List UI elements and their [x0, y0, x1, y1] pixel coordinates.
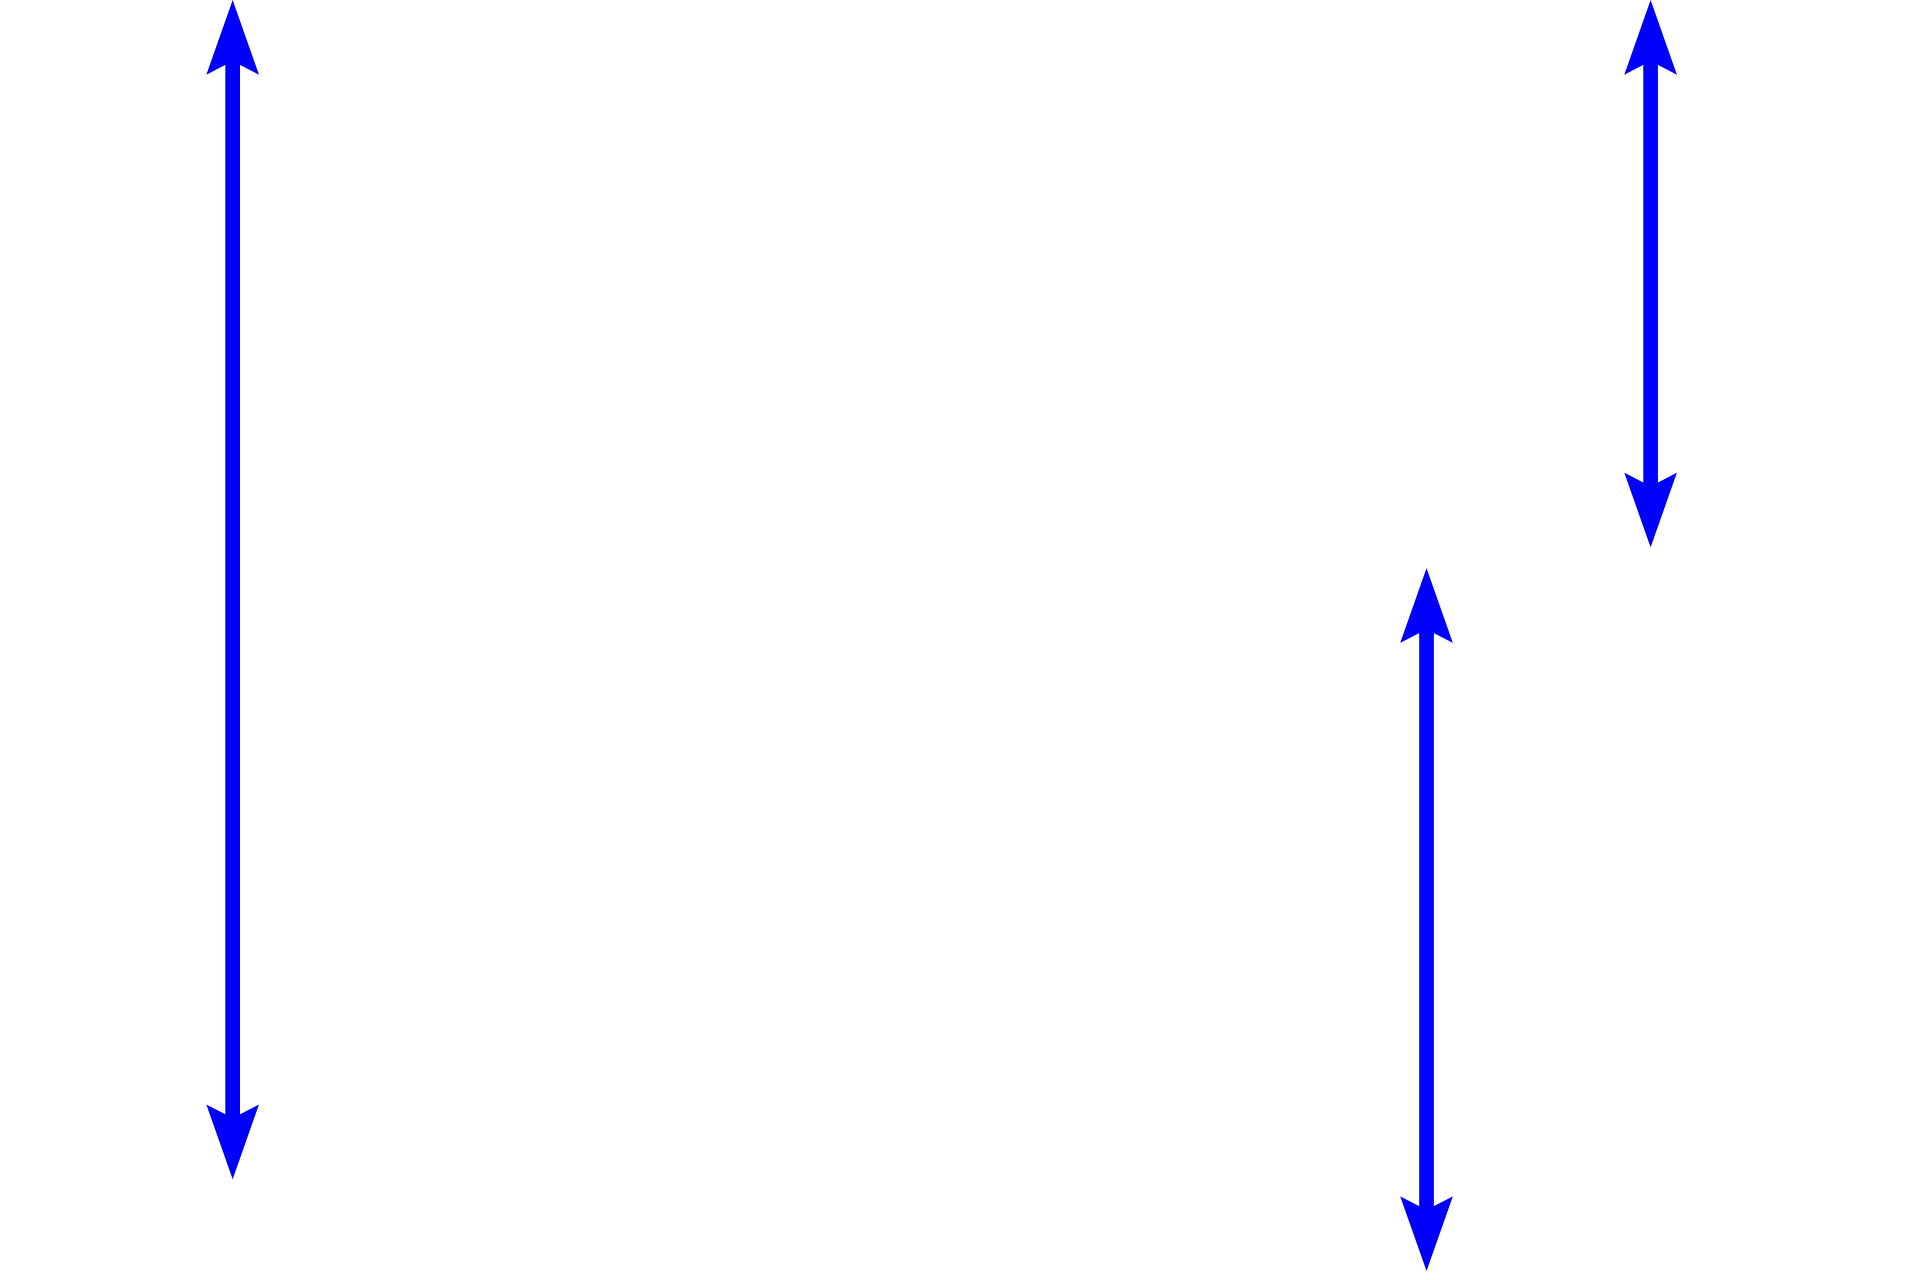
top-right-double-arrow — [1624, 0, 1677, 548]
bottom-right-double-arrow — [1400, 568, 1453, 1272]
left-long-double-arrow — [206, 0, 259, 1180]
